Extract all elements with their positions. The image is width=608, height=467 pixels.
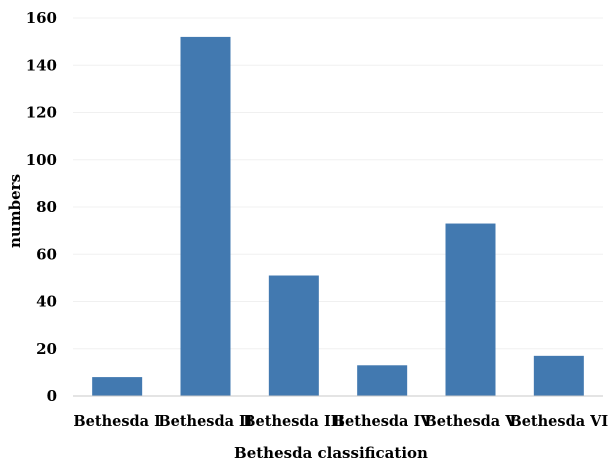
x-tick-label: Bethesda V [425,413,518,430]
y-tick-label: 160 [26,9,57,27]
y-tick-label: 60 [36,245,57,263]
gridlines [73,17,603,350]
y-tick-label: 80 [36,198,57,216]
x-tick-label: Bethesda IV [333,413,432,430]
x-axis-title: Bethesda classification [234,444,428,462]
x-tick-label: Bethesda III [243,413,344,430]
bar-bethesda-i [92,377,143,396]
y-tick-label: 140 [26,56,57,74]
bar-bethesda-iii [268,275,319,396]
y-tick-labels: 0 20 40 60 80 100 120 140 160 [26,9,57,405]
y-tick-label: 20 [36,340,57,358]
x-tick-label: Bethesda II [158,413,252,430]
bars [92,36,584,397]
bar-bethesda-ii [180,36,231,397]
y-tick-label: 40 [36,293,57,311]
bar-bethesda-vi [533,355,584,396]
y-tick-label: 100 [26,151,57,169]
x-tick-label: Bethesda I [73,413,161,430]
y-tick-label: 120 [26,104,57,122]
bar-bethesda-iv [357,365,408,396]
y-axis-title: numbers [6,174,24,248]
y-tick-label: 0 [47,387,57,405]
x-tick-label: Bethesda VI [509,413,608,430]
bar-bethesda-v [445,223,496,396]
